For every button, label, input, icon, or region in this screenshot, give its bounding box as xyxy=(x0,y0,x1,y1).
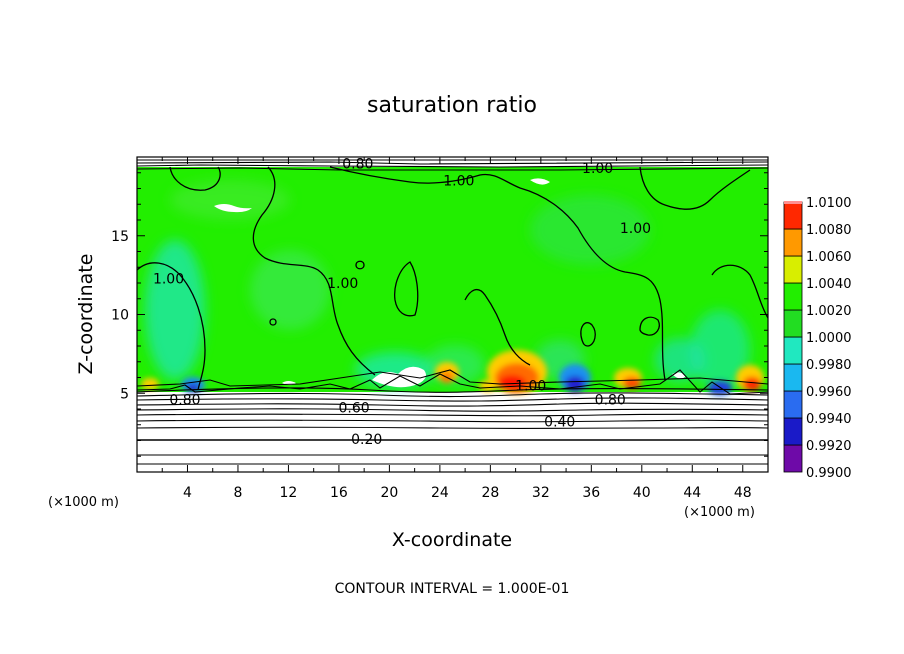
contour-label: 1.00 xyxy=(153,271,184,287)
colorbar-swatch xyxy=(783,228,803,257)
colorbar-swatch xyxy=(783,363,803,392)
colorbar-label: 0.9960 xyxy=(806,385,852,400)
colorbar-label: 0.9980 xyxy=(806,358,852,373)
colorbar-label: 0.9900 xyxy=(806,466,852,481)
x-tick-label: 36 xyxy=(582,485,600,501)
plot-area: 0.80 1.00 1.00 1.00 1.00 1.00 1.00 0.80 0.60 0.80… xyxy=(137,156,768,472)
colorbar-swatch xyxy=(783,255,803,284)
contour-label: 0.40 xyxy=(544,415,575,431)
contour-label: 0.60 xyxy=(338,400,369,416)
colorbar-swatch xyxy=(783,201,803,230)
y-tick-label: 10 xyxy=(111,308,129,324)
x-tick-label: 32 xyxy=(532,485,550,501)
colorbar-swatch xyxy=(783,417,803,446)
x-tick-label: 16 xyxy=(330,485,348,501)
contour-label: 1.00 xyxy=(327,276,358,292)
contour-label: 0.20 xyxy=(351,432,382,448)
contour-label: 0.80 xyxy=(342,156,373,172)
x-tick-label: 4 xyxy=(183,485,192,501)
x-unit-right: (×1000 m) xyxy=(684,505,755,520)
x-unit-left: (×1000 m) xyxy=(48,495,119,510)
colorbar-label: 0.9940 xyxy=(806,412,852,427)
y-tick-label: 5 xyxy=(120,386,129,402)
colorbar-swatch xyxy=(783,336,803,365)
colorbar: 0.9900 0.9920 0.9940 0.9960 0.9980 1.0000 1.00… xyxy=(783,196,852,481)
x-tick-label: 24 xyxy=(431,485,449,501)
chart-title: saturation ratio xyxy=(367,93,537,118)
contour-label: 1.00 xyxy=(443,174,474,190)
colorbar-label: 1.0040 xyxy=(806,277,852,292)
x-tick-label: 44 xyxy=(683,485,701,501)
colorbar-label: 1.0080 xyxy=(806,223,852,238)
x-tick-label: 48 xyxy=(734,485,752,501)
contour-interval-note: CONTOUR INTERVAL = 1.000E-01 xyxy=(335,581,570,597)
x-tick-label: 8 xyxy=(233,485,242,501)
x-tick-label: 28 xyxy=(481,485,499,501)
colorbar-swatch xyxy=(783,444,803,473)
contour-label: 0.80 xyxy=(595,393,626,409)
colorbar-label: 0.9920 xyxy=(806,439,852,454)
contour-labels: 0.80 1.00 1.00 1.00 1.00 1.00 1.00 0.80 0.60 0.80… xyxy=(153,156,651,448)
y-axis: 5 10 15 xyxy=(111,172,768,457)
colorbar-label: 1.0100 xyxy=(806,196,852,211)
contour-label: 1.00 xyxy=(515,378,546,394)
cloud-base-contours xyxy=(137,369,768,395)
x-axis: 4 8 12 16 20 24 28 32 36 40 44 48 xyxy=(161,157,752,501)
colorbar-swatch xyxy=(783,282,803,311)
colorbar-label: 1.0000 xyxy=(806,331,852,346)
x-tick-label: 12 xyxy=(280,485,298,501)
x-axis-label: X-coordinate xyxy=(392,529,512,551)
saturation-contours xyxy=(137,166,768,391)
colorbar-label: 1.0060 xyxy=(806,250,852,265)
colorbar-cap xyxy=(784,201,802,204)
contour-label: 1.00 xyxy=(620,221,651,237)
x-tick-label: 20 xyxy=(380,485,398,501)
lower-contours xyxy=(137,387,768,465)
contour-label: 1.00 xyxy=(582,161,613,177)
colorbar-swatch xyxy=(783,390,803,419)
x-tick-label: 40 xyxy=(633,485,651,501)
colorbar-label: 1.0020 xyxy=(806,304,852,319)
y-tick-label: 15 xyxy=(111,229,129,245)
y-axis-label: Z-coordinate xyxy=(75,254,97,375)
colorbar-swatch xyxy=(783,309,803,338)
contour-label: 0.80 xyxy=(169,393,200,409)
